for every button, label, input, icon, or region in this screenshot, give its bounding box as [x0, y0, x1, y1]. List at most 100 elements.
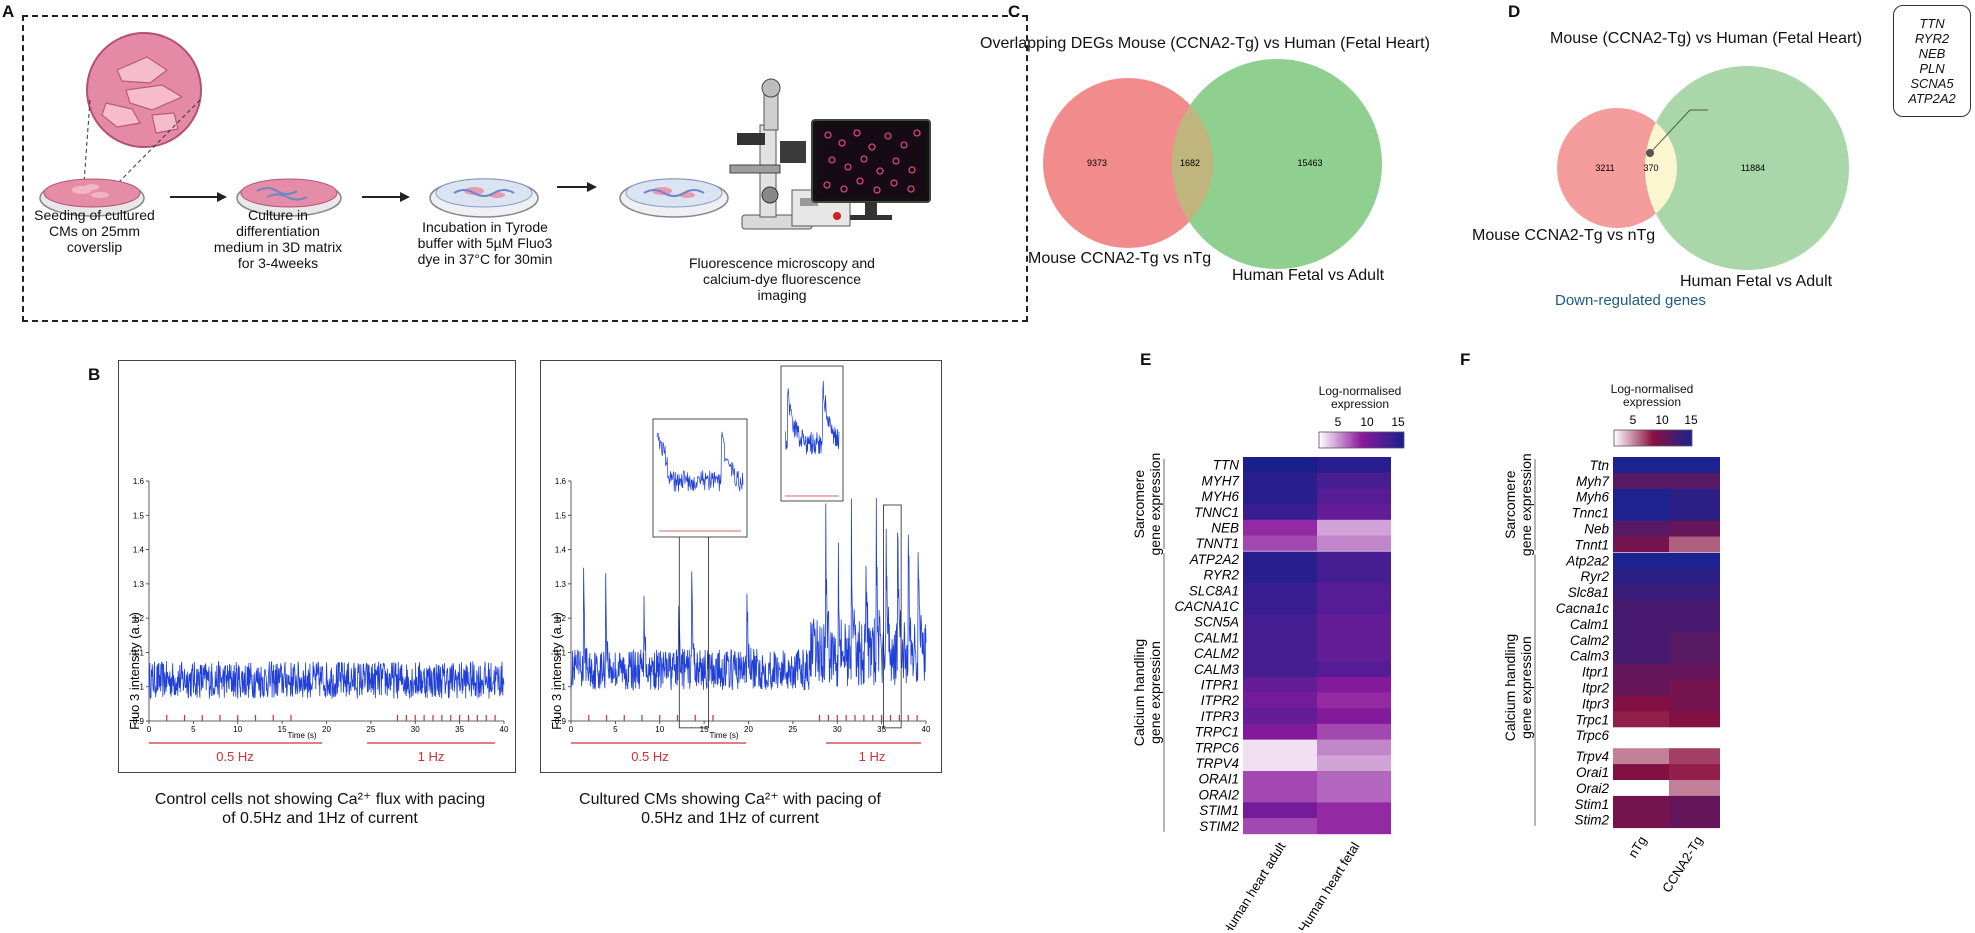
x-tick-label: 0 [569, 725, 574, 734]
heatmap-group-label: Sarcomeregene expression [1502, 453, 1534, 556]
y-tick-label: 1.2 [133, 614, 145, 623]
callout-gene-list: TTN RYR2 NEB PLN SCNA5 ATP2A2 [1908, 16, 1956, 106]
heatmap-cell [1669, 568, 1720, 585]
heatmap-cell [1613, 748, 1669, 765]
heatmap-cell [1243, 676, 1317, 693]
heatmap-cell [1243, 457, 1317, 474]
heatmap-row-label: Tnnt1 [1574, 537, 1609, 552]
heatmap-cell [1243, 708, 1317, 725]
petri-dish-icon [429, 178, 539, 218]
inset-trace [784, 380, 840, 455]
step-4-caption: Fluorescence microscopy and calcium-dye … [689, 255, 875, 303]
heatmap-cell [1613, 520, 1669, 537]
heatmap-row-label: TRPV4 [1195, 756, 1239, 771]
petri-dish-icon [39, 178, 145, 217]
x-tick-label: 25 [366, 725, 375, 734]
heatmap-row-label: Myh7 [1576, 474, 1610, 489]
venn-d-left-count: 3211 [1595, 163, 1614, 173]
venn-c-title: Overlapping DEGs Mouse (CCNA2-Tg) vs Hum… [980, 35, 1430, 52]
x-tick-label: 30 [411, 725, 420, 734]
heatmap-row-label: Trpc1 [1575, 712, 1609, 727]
heatmap-column-label: Human heart adult [1219, 839, 1289, 930]
heatmap-row-label: Itpr3 [1582, 696, 1610, 711]
heatmap-cell [1317, 582, 1391, 599]
panel-d-label: D [1508, 2, 1521, 21]
heatmap-row-label: TRPC1 [1195, 725, 1239, 740]
heatmap-row-label: STIM2 [1199, 819, 1239, 834]
svg-text:10: 10 [1360, 415, 1374, 429]
heatmap-cell [1317, 472, 1391, 489]
heatmap-row-label: Itpr1 [1582, 665, 1609, 680]
y-tick-label: 1.6 [133, 477, 145, 486]
heatmap-cell [1669, 584, 1720, 601]
arrow-icon [362, 192, 410, 202]
heatmap-cell [1613, 795, 1669, 813]
heatmap-row-label: ORAI2 [1198, 787, 1239, 802]
heatmap-row-label: TRPC6 [1195, 740, 1240, 755]
x-tick-label: 35 [877, 725, 886, 734]
heatmap-cell [1669, 457, 1720, 474]
venn-c-right-set: Human Fetal vs Adult [1232, 267, 1385, 284]
petri-dish-icon [619, 178, 729, 218]
heatmap-cell [1613, 811, 1669, 829]
y-tick-label: 1.1 [133, 648, 145, 657]
svg-text:15: 15 [1391, 415, 1405, 429]
svg-text:5: 5 [1630, 413, 1637, 427]
heatmap-cell [1317, 457, 1391, 474]
heatmap-row-label: Calm3 [1570, 649, 1610, 664]
panel-b-label: B [88, 365, 101, 384]
heatmap-cell [1613, 457, 1669, 474]
zoom-box [882, 504, 902, 729]
heatmap-cell [1669, 748, 1720, 765]
y-tick-label: 0.9 [133, 717, 145, 726]
heatmap-cell [1317, 504, 1391, 521]
heatmap-cell [1613, 711, 1669, 728]
heatmap-cell [1613, 504, 1669, 521]
y-tick-label: 1.6 [555, 477, 567, 486]
heatmap-cell [1669, 520, 1720, 537]
heatmap-cell [1317, 802, 1391, 819]
heatmap-row-label: Calm1 [1570, 617, 1609, 632]
heatmap-row-label: Itpr2 [1582, 681, 1610, 696]
panel-a-frame [22, 15, 1028, 322]
freq-label-high: 1 Hz [418, 749, 445, 764]
x-tick-label: 40 [922, 725, 931, 734]
venn-d-title: Mouse (CCNA2-Tg) vs Human (Fetal Heart) [1550, 30, 1863, 47]
heatmap-e: TTNMYH7MYH6TNNC1NEBTNNT1ATP2A2RYR2SLC8A1… [1131, 453, 1391, 930]
heatmap-cell [1669, 600, 1720, 617]
heatmap-column-label: Human heart fetal [1295, 839, 1363, 930]
heatmap-cell [1317, 818, 1391, 835]
y-tick-label: 0.9 [555, 717, 567, 726]
venn-d-overlap-count: 370 [1643, 163, 1658, 173]
heatmap-row-label: MYH6 [1201, 489, 1239, 504]
trace-caption-control: Control cells not showing Ca²⁺ flux with… [154, 791, 486, 827]
venn-d-note: Down-regulated genes [1555, 292, 1706, 309]
heatmap-cell [1243, 488, 1317, 505]
protocol-illustration [39, 32, 931, 230]
heatmap-cell [1243, 504, 1317, 521]
heatmap-cell [1317, 755, 1391, 772]
x-tick-label: 15 [700, 725, 709, 734]
heatmap-row-label: SLC8A1 [1189, 583, 1239, 598]
heatmap-row-label: ITPR2 [1201, 693, 1240, 708]
step-2-caption: Culture in differentiation medium in 3D … [213, 207, 343, 271]
heatmap-cell [1669, 695, 1720, 712]
heatmap-column-label: CCNA2-Tg [1659, 833, 1705, 895]
heatmap-row-label: Ryr2 [1580, 569, 1609, 584]
trace-caption-cultured: Cultured CMs showing Ca²⁺ with pacing of… [579, 791, 881, 827]
heatmap-cell [1317, 519, 1391, 536]
arrow-icon [557, 182, 597, 192]
heatmap-cell [1317, 629, 1391, 646]
inset-trace [656, 431, 744, 492]
heatmap-cell [1243, 551, 1317, 568]
heatmap-cell [1243, 614, 1317, 631]
freq-label-low: 0.5 Hz [631, 749, 669, 764]
heatmap-cell [1243, 661, 1317, 678]
heatmap-cell [1317, 723, 1391, 740]
heatmap-cell [1243, 629, 1317, 646]
trace-ylabel: Fluo 3 intensity (a.u) [549, 612, 564, 730]
step-1-caption: Seeding of cultured CMs on 25mm coversli… [34, 207, 155, 255]
heatmap-cell [1613, 568, 1669, 585]
venn-d-left-set: Mouse CCNA2-Tg vs nTg [1472, 227, 1656, 244]
heatmap-cell [1669, 616, 1720, 633]
